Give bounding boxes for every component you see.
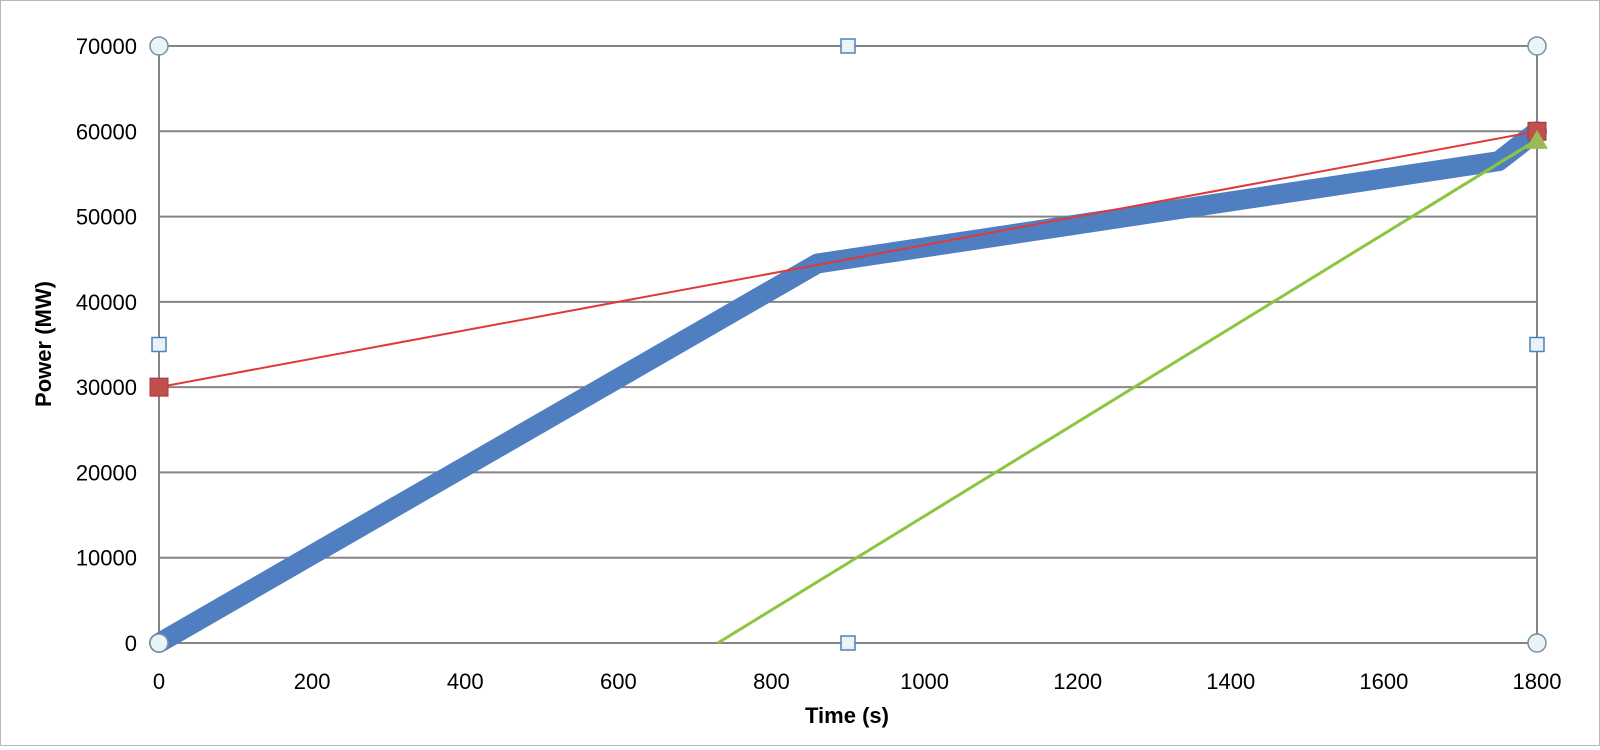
x-tick-label: 1200 [1053,669,1102,694]
y-tick-label: 20000 [76,460,137,485]
x-tick-label: 1000 [900,669,949,694]
y-tick-label: 30000 [76,375,137,400]
series-3-triangle-marker [1526,129,1548,149]
axis-labels: 0 10000 20000 30000 40000 50000 60000 70000 0 200… [76,34,1562,694]
x-axis-title: Time (s) [805,703,889,728]
y-tick-label: 0 [125,631,137,656]
x-tick-label: 600 [600,669,637,694]
edge-resize-handle[interactable] [1529,336,1545,353]
x-tick-label: 800 [753,669,790,694]
series-line-3 [717,138,1538,645]
y-axis-title: Power (MW) [31,281,56,407]
x-tick-label: 1400 [1206,669,1255,694]
corner-resize-handle[interactable] [149,36,169,56]
y-tick-label: 70000 [76,34,137,59]
corner-resize-handle[interactable] [1527,36,1547,56]
edge-resize-handle[interactable] [840,38,856,54]
x-tick-label: 400 [447,669,484,694]
marker-layer [149,121,1548,397]
selection-handles[interactable] [149,36,1547,653]
series-line-2 [158,130,1538,389]
y-tick-label: 10000 [76,546,137,571]
y-tick-label: 60000 [76,119,137,144]
y-tick-label: 40000 [76,290,137,315]
edge-resize-handle[interactable] [840,635,856,651]
x-tick-label: 0 [153,669,165,694]
x-tick-label: 1800 [1513,669,1562,694]
series-2-square-marker [149,377,169,397]
corner-resize-handle[interactable] [149,633,169,653]
edge-resize-handle[interactable] [151,336,167,353]
x-tick-label: 200 [294,669,331,694]
corner-resize-handle[interactable] [1527,633,1547,653]
series-layer [149,121,1547,653]
x-tick-label: 1600 [1359,669,1408,694]
series-line-1 [149,121,1547,653]
grid-layer [158,45,1538,644]
y-tick-label: 50000 [76,205,137,230]
